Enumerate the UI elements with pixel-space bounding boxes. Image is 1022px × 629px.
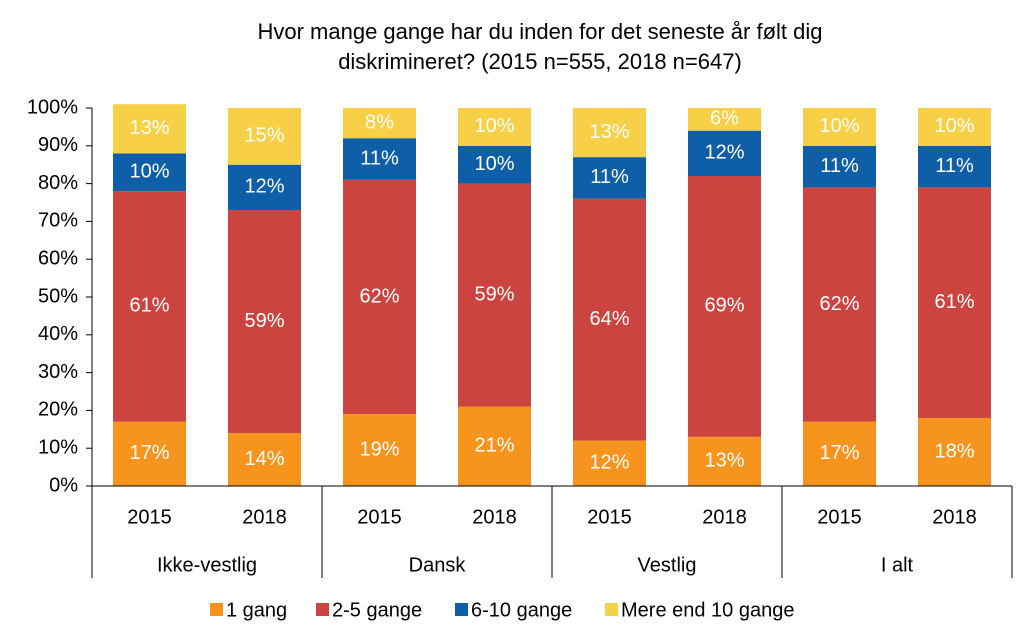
x-tick-label: 2015 — [127, 506, 172, 528]
legend-label: 1 gang — [226, 599, 287, 621]
bar-segment — [458, 145, 531, 184]
bar-segment — [113, 191, 186, 422]
y-tick-label: 80% — [38, 172, 78, 194]
bar-segment — [113, 153, 186, 192]
bar-segment — [573, 157, 646, 199]
data-label: 21% — [474, 435, 514, 457]
data-label: 18% — [934, 440, 974, 462]
bar-segment — [458, 183, 531, 407]
data-label: 11% — [590, 166, 629, 188]
data-label: 17% — [819, 442, 859, 464]
bar-segment — [343, 179, 416, 415]
x-tick-label: 2015 — [357, 506, 402, 528]
data-label: 15% — [244, 125, 284, 147]
data-label: 10% — [934, 115, 974, 137]
group-label: Vestlig — [638, 554, 697, 576]
bar-segment — [918, 145, 991, 188]
x-tick-label: 2018 — [472, 506, 517, 528]
bar-segment — [803, 187, 876, 422]
data-label: 10% — [129, 161, 169, 183]
data-label: 69% — [704, 295, 744, 317]
chart-title: diskrimineret? (2015 n=555, 2018 n=647) — [338, 49, 742, 74]
bar-segment — [228, 164, 301, 211]
bar-segment — [113, 421, 186, 486]
y-tick-label: 70% — [38, 210, 78, 232]
data-label: 10% — [474, 153, 514, 175]
data-label: 11% — [935, 155, 974, 177]
data-label: 12% — [244, 176, 284, 198]
data-label: 8% — [365, 111, 394, 133]
data-label: 14% — [244, 448, 284, 470]
bar-segment — [688, 436, 761, 486]
bar-segment — [688, 176, 761, 437]
data-label: 11% — [820, 155, 859, 177]
bar-segment — [573, 108, 646, 158]
bar-segment — [228, 108, 301, 165]
data-label: 59% — [474, 283, 514, 305]
data-label: 10% — [819, 115, 859, 137]
data-label: 62% — [819, 293, 859, 315]
data-label: 12% — [704, 142, 744, 164]
y-tick-label: 30% — [38, 361, 78, 383]
data-label: 17% — [129, 442, 169, 464]
bar-segment — [803, 145, 876, 188]
y-tick-label: 10% — [38, 436, 78, 458]
bar-segment — [803, 421, 876, 486]
data-label: 19% — [359, 438, 399, 460]
bar-segment — [918, 108, 991, 146]
data-label: 13% — [129, 117, 169, 139]
y-tick-label: 20% — [38, 399, 78, 421]
chart-title: Hvor mange gange har du inden for det se… — [257, 19, 822, 44]
legend-swatch — [316, 603, 329, 616]
x-tick-label: 2018 — [932, 506, 977, 528]
group-label: Ikke-vestlig — [157, 554, 257, 576]
data-label: 11% — [360, 147, 399, 169]
y-tick-label: 90% — [38, 134, 78, 156]
data-label: 13% — [704, 450, 744, 472]
bar-segment — [573, 198, 646, 441]
y-tick-label: 40% — [38, 323, 78, 345]
bar-segment — [113, 104, 186, 154]
legend-label: 6-10 gange — [471, 599, 572, 621]
y-tick-label: 60% — [38, 247, 78, 269]
bar-segment — [343, 138, 416, 180]
legend-swatch — [455, 603, 468, 616]
bar-segment — [918, 417, 991, 486]
y-tick-label: 100% — [27, 96, 78, 118]
bar-segment — [688, 130, 761, 177]
data-label: 13% — [589, 121, 629, 143]
group-label: Dansk — [409, 554, 467, 576]
data-label: 59% — [244, 310, 284, 332]
bar-segment — [573, 440, 646, 486]
bar-segment — [458, 406, 531, 486]
y-tick-label: 50% — [38, 285, 78, 307]
x-tick-label: 2018 — [242, 506, 287, 528]
data-label: 61% — [934, 291, 974, 313]
bar-segment — [688, 108, 761, 131]
bar-segment — [343, 414, 416, 486]
legend-label: 2-5 gange — [332, 599, 422, 621]
bar-segment — [458, 108, 531, 146]
legend-swatch — [605, 603, 618, 616]
x-tick-label: 2018 — [702, 506, 747, 528]
data-label: 61% — [129, 295, 169, 317]
y-tick-label: 0% — [49, 474, 78, 496]
bar-segment — [343, 108, 416, 139]
data-label: 64% — [589, 308, 629, 330]
data-label: 10% — [474, 115, 514, 137]
bar-segment — [228, 210, 301, 434]
legend-swatch — [210, 603, 223, 616]
bar-segment — [918, 187, 991, 418]
data-label: 62% — [359, 285, 399, 307]
legend-label: Mere end 10 gange — [621, 599, 794, 621]
data-label: 12% — [589, 452, 629, 474]
data-label: 6% — [710, 108, 739, 130]
group-label: I alt — [881, 554, 914, 576]
x-tick-label: 2015 — [587, 506, 632, 528]
bar-segment — [228, 433, 301, 486]
bar-segment — [803, 108, 876, 146]
x-tick-label: 2015 — [817, 506, 862, 528]
